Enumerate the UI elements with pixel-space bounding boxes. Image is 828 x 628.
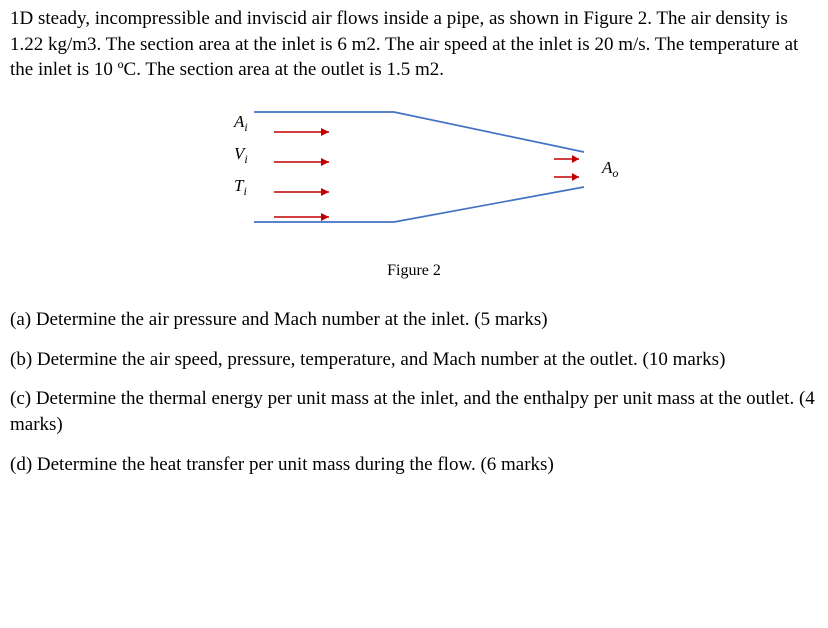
pipe-diagram: Ai Vi Ti <box>164 97 664 242</box>
problem-statement: 1D steady, incompressible and inviscid a… <box>10 6 818 83</box>
question-b: (b) Determine the air speed, pressure, t… <box>10 347 818 373</box>
label-Vi: Vi <box>234 144 248 166</box>
question-c: (c) Determine the thermal energy per uni… <box>10 386 818 437</box>
figure-2: Ai Vi Ti <box>10 97 818 281</box>
label-Ai: Ai <box>233 112 248 134</box>
label-Ao: Ao <box>601 158 618 180</box>
inlet-arrows <box>274 128 329 221</box>
question-a: (a) Determine the air pressure and Mach … <box>10 307 818 333</box>
figure-caption: Figure 2 <box>10 260 818 282</box>
outlet-arrows <box>554 155 579 181</box>
label-Ti: Ti <box>234 176 247 198</box>
question-d: (d) Determine the heat transfer per unit… <box>10 452 818 478</box>
